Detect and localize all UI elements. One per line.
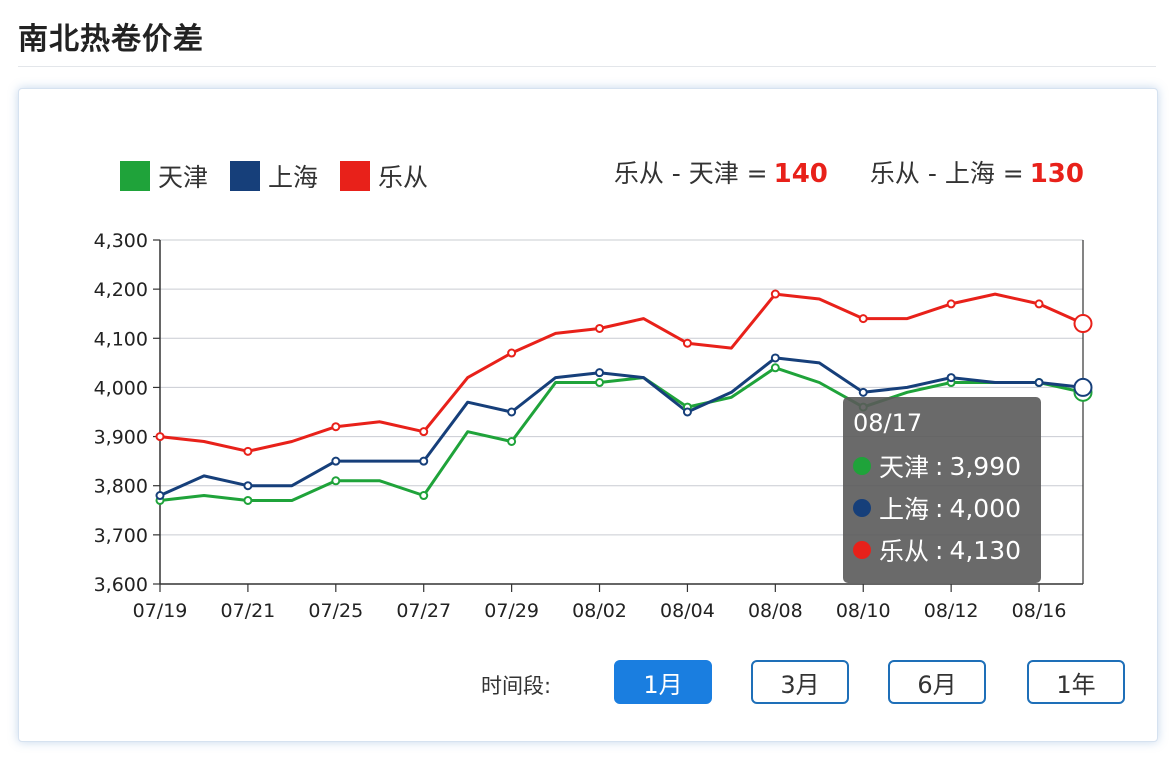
spread-expression: 乐从 - 上海 = xyxy=(869,159,1024,188)
y-tick-label: 4,100 xyxy=(94,328,148,350)
x-tick-label: 07/19 xyxy=(133,600,188,622)
data-point xyxy=(770,363,780,373)
legend-label: 天津 xyxy=(158,163,209,192)
legend-item-lecong[interactable]: 乐从 xyxy=(340,158,428,194)
data-point xyxy=(243,495,253,505)
x-tick-label: 08/10 xyxy=(836,600,891,622)
y-tick-label: 4,300 xyxy=(94,230,148,252)
data-point xyxy=(770,353,780,363)
y-tick-label: 4,200 xyxy=(94,279,148,301)
tooltip-dot xyxy=(853,541,871,559)
tooltip-row-lecong: 乐从:4,130 xyxy=(853,529,1031,571)
y-tick-label: 4,000 xyxy=(94,377,148,399)
y-tick-label: 3,800 xyxy=(94,476,148,498)
data-point xyxy=(243,446,253,456)
tooltip-series-name: 上海 xyxy=(879,495,930,524)
data-point xyxy=(507,436,517,446)
spread-expression: 乐从 - 天津 = xyxy=(613,159,768,188)
x-tick-label: 07/25 xyxy=(308,600,363,622)
data-point xyxy=(1034,378,1044,388)
data-point xyxy=(770,289,780,299)
data-point xyxy=(946,299,956,309)
series-line xyxy=(159,356,1084,497)
data-point xyxy=(155,491,165,501)
y-tick-label: 3,900 xyxy=(94,427,148,449)
data-point xyxy=(1034,299,1044,309)
data-point xyxy=(331,476,341,486)
spread-value: 130 xyxy=(1029,159,1084,189)
period-label: 时间段: xyxy=(481,674,552,698)
x-tick-label: 07/27 xyxy=(396,600,451,622)
tooltip-dot xyxy=(853,499,871,517)
legend-item-tianjin[interactable]: 天津 xyxy=(120,158,208,194)
data-point xyxy=(331,422,341,432)
series-line xyxy=(159,292,1084,453)
data-point xyxy=(595,368,605,378)
legend-swatch-tianjin xyxy=(120,161,150,191)
highlighted-data-point xyxy=(1073,377,1093,397)
period-1-year-button[interactable]: 1年 xyxy=(1027,660,1125,704)
tooltip-series-name: 乐从 xyxy=(879,537,930,566)
tooltip-series-name: 天津 xyxy=(879,453,930,482)
data-point xyxy=(243,481,253,491)
x-tick-label: 08/02 xyxy=(572,600,627,622)
y-tick-label: 3,600 xyxy=(94,574,148,596)
tooltip-dot xyxy=(853,457,871,475)
data-point xyxy=(419,456,429,466)
legend-item-shanghai[interactable]: 上海 xyxy=(230,158,318,194)
legend-label: 上海 xyxy=(268,163,319,192)
data-point xyxy=(595,323,605,333)
x-tick-label: 08/16 xyxy=(1012,600,1067,622)
tooltip-date: 08/17 xyxy=(853,409,923,437)
legend-label: 乐从 xyxy=(378,163,429,192)
x-tick-label: 08/08 xyxy=(748,600,803,622)
data-point xyxy=(507,348,517,358)
tooltip-series-value: 3,990 xyxy=(949,451,1022,481)
x-tick-label: 08/12 xyxy=(924,600,979,622)
data-point xyxy=(507,407,517,417)
chart-tooltip: 08/17 天津:3,990 上海:4,000 乐从:4,130 xyxy=(843,397,1041,583)
chart-legend: 天津 上海 乐从 xyxy=(120,158,450,194)
series-line xyxy=(159,366,1084,502)
data-point xyxy=(946,373,956,383)
data-point xyxy=(682,407,692,417)
data-point xyxy=(419,427,429,437)
data-point xyxy=(331,456,341,466)
tooltip-series-value: 4,130 xyxy=(949,535,1022,565)
spread-lecong-shanghai: 乐从 - 上海 = 130 xyxy=(870,154,1084,190)
x-tick-label: 08/04 xyxy=(660,600,715,622)
data-point xyxy=(419,491,429,501)
page-title: 南北热卷价差 xyxy=(18,22,204,57)
spread-summary: 乐从 - 天津 = 140 乐从 - 上海 = 130 xyxy=(572,154,1084,190)
tooltip-row-tianjin: 天津:3,990 xyxy=(853,445,1031,487)
data-point xyxy=(155,432,165,442)
x-tick-label: 07/29 xyxy=(484,600,539,622)
tooltip-row-shanghai: 上海:4,000 xyxy=(853,487,1031,529)
period-6-month-button[interactable]: 6月 xyxy=(888,660,986,704)
period-1-month-button[interactable]: 1月 xyxy=(614,660,712,704)
data-point xyxy=(682,338,692,348)
y-tick-label: 3,700 xyxy=(94,525,148,547)
x-tick-label: 07/21 xyxy=(221,600,276,622)
title-divider xyxy=(18,66,1156,67)
spread-lecong-tianjin: 乐从 - 天津 = 140 xyxy=(614,154,828,190)
data-point xyxy=(858,314,868,324)
legend-swatch-lecong xyxy=(340,161,371,191)
spread-value: 140 xyxy=(773,159,828,189)
data-point xyxy=(858,387,868,397)
period-3-month-button[interactable]: 3月 xyxy=(751,660,849,704)
tooltip-series-value: 4,000 xyxy=(949,493,1022,523)
legend-swatch-shanghai xyxy=(230,161,261,191)
data-point xyxy=(595,378,605,388)
highlighted-data-point xyxy=(1073,314,1093,334)
